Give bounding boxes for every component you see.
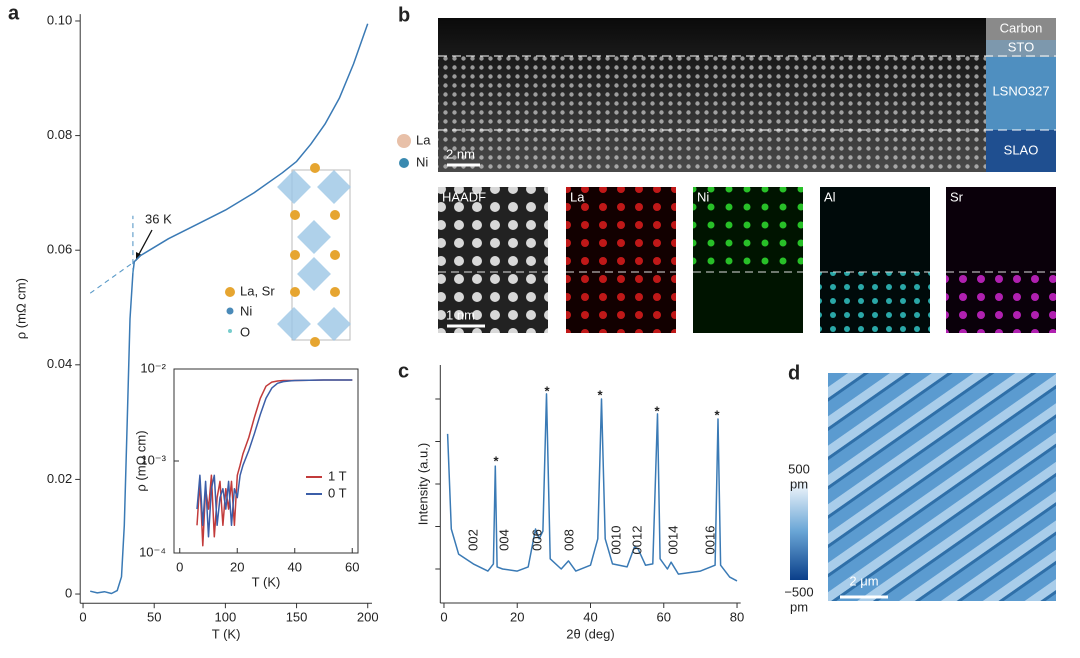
legend-label: La, Sr bbox=[240, 283, 275, 298]
layer-label: SLAO bbox=[1004, 142, 1039, 157]
x-tick-label: 150 bbox=[286, 610, 308, 625]
annotation: 36 K bbox=[145, 211, 172, 226]
map-label: La bbox=[570, 189, 585, 204]
layer-label: Carbon bbox=[1000, 20, 1043, 35]
y-axis-label: ρ (mΩ cm) bbox=[133, 430, 148, 491]
peak-marker: * bbox=[654, 403, 660, 418]
y-tick-label: 0.02 bbox=[47, 471, 72, 486]
layer-label: LSNO327 bbox=[992, 83, 1049, 98]
peak-label: 002 bbox=[465, 529, 480, 551]
map-label: Ni bbox=[697, 189, 709, 204]
x-tick-label: 40 bbox=[583, 609, 597, 624]
peak-marker: * bbox=[544, 383, 550, 398]
data-line bbox=[196, 379, 353, 538]
colorbar-label: −500 bbox=[784, 584, 813, 599]
peak-label: 0010 bbox=[608, 526, 623, 555]
map-label: HAADF bbox=[442, 189, 486, 204]
x-tick-label: 60 bbox=[657, 609, 671, 624]
x-tick-label: 20 bbox=[230, 559, 244, 574]
map-label: Al bbox=[824, 189, 836, 204]
legend-label: 0 T bbox=[328, 485, 347, 500]
peak-label: 004 bbox=[496, 529, 511, 551]
y-tick-label: 0.10 bbox=[47, 12, 72, 27]
atom-label: La bbox=[416, 132, 431, 147]
colorbar-label: 500 bbox=[788, 461, 810, 476]
stem-image bbox=[397, 18, 1056, 172]
x-axis-label: T (K) bbox=[252, 574, 281, 589]
x-tick-label: 20 bbox=[510, 609, 524, 624]
y-axis-label: ρ (mΩ cm) bbox=[14, 278, 29, 339]
x-tick-label: 200 bbox=[357, 610, 379, 625]
legend-label: Ni bbox=[240, 303, 252, 318]
colorbar-unit: pm bbox=[790, 476, 808, 491]
eds-maps bbox=[438, 187, 1056, 333]
peak-label: 0016 bbox=[702, 526, 717, 555]
x-tick-label: 0 bbox=[176, 559, 183, 574]
data-line bbox=[446, 393, 738, 582]
peak-label: 006 bbox=[529, 529, 544, 551]
x-tick-label: 0 bbox=[440, 609, 447, 624]
peak-label: 0012 bbox=[629, 526, 644, 555]
y-tick-label: 0.08 bbox=[47, 127, 72, 142]
panel-label: c bbox=[398, 360, 409, 382]
x-tick-label: 0 bbox=[79, 610, 86, 625]
legend-label: O bbox=[240, 324, 250, 339]
y-tick-label: 0 bbox=[65, 585, 72, 600]
peak-label: 0014 bbox=[665, 526, 680, 555]
panel-label: d bbox=[788, 362, 800, 384]
x-tick-label: 50 bbox=[147, 610, 161, 625]
data-line bbox=[196, 379, 353, 547]
peak-marker: * bbox=[597, 387, 603, 402]
data-line bbox=[89, 261, 135, 294]
x-axis-label: T (K) bbox=[212, 627, 241, 642]
x-tick-label: 80 bbox=[730, 609, 744, 624]
y-tick-label: 0.04 bbox=[47, 356, 72, 371]
scale-label: 2 μm bbox=[849, 573, 878, 588]
afm-image bbox=[790, 373, 1056, 601]
legend-label: 1 T bbox=[328, 468, 347, 483]
data-line bbox=[90, 23, 369, 595]
peak-marker: * bbox=[493, 453, 499, 468]
peak-marker: * bbox=[714, 407, 720, 422]
x-tick-label: 60 bbox=[345, 559, 359, 574]
x-tick-label: 40 bbox=[288, 559, 302, 574]
y-tick-label: 10⁻⁴ bbox=[139, 544, 166, 559]
peak-label: 008 bbox=[561, 529, 576, 551]
y-axis-label: Intensity (a.u.) bbox=[416, 443, 431, 525]
crystal-structure bbox=[225, 163, 351, 347]
scale-label: 1 nm bbox=[446, 307, 475, 322]
y-tick-label: 0.06 bbox=[47, 242, 72, 257]
map-label: Sr bbox=[950, 189, 964, 204]
x-axis-label: 2θ (deg) bbox=[566, 626, 614, 641]
y-tick-label: 10⁻² bbox=[140, 360, 166, 375]
atom-label: Ni bbox=[416, 154, 428, 169]
annotation-arrow bbox=[137, 229, 153, 257]
colorbar-unit: pm bbox=[790, 599, 808, 614]
layer-label: STO bbox=[1008, 39, 1035, 54]
panel-label: b bbox=[398, 4, 410, 26]
x-tick-label: 100 bbox=[215, 610, 237, 625]
scale-label: 2 nm bbox=[446, 146, 475, 161]
y-tick-label: 10⁻³ bbox=[140, 452, 166, 467]
panel-label: a bbox=[8, 2, 20, 24]
